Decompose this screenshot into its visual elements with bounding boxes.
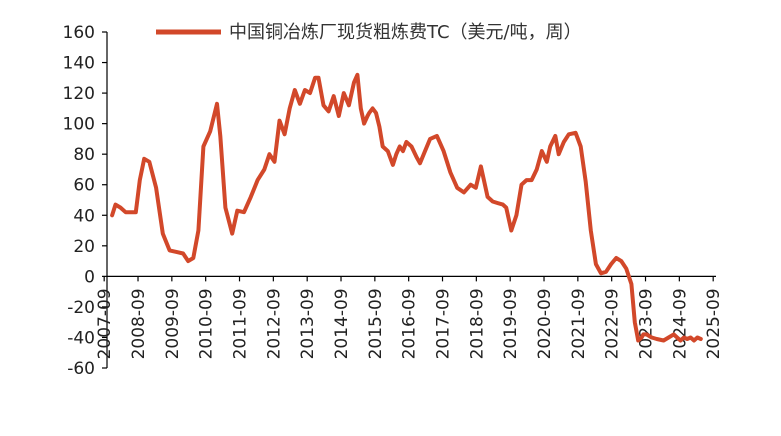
x-tick-label: 2009-09 (163, 288, 183, 359)
x-tick-label: 2019-09 (501, 288, 521, 359)
y-tick-label: 100 (63, 115, 95, 135)
x-tick-label: 2020-09 (535, 288, 555, 359)
legend-label: 中国铜冶炼厂现货粗炼费TC（美元/吨，周） (229, 22, 582, 43)
y-tick-label: 160 (63, 23, 95, 43)
legend: 中国铜冶炼厂现货粗炼费TC（美元/吨，周） (156, 22, 582, 43)
y-tick-label: 0 (84, 267, 95, 287)
x-tick-label: 2008-09 (129, 288, 149, 359)
x-tick-label: 2007-09 (95, 288, 115, 359)
x-tick-label: 2014-09 (332, 288, 352, 359)
series-layer (110, 72, 703, 343)
y-tick-label: -60 (67, 359, 95, 379)
y-tick-label: 140 (63, 54, 95, 74)
y-tick-label: 40 (73, 206, 95, 226)
x-axis: 2007-09 2008-09 2009-09 2010-09 2011-09 2012-… (95, 275, 724, 359)
y-tick-label: 20 (73, 237, 95, 257)
x-tick-label: 2023-09 (637, 288, 657, 359)
x-tick-label: 2018-09 (467, 288, 487, 359)
x-tick-label: 2024-09 (670, 288, 690, 359)
y-tick-label: -20 (67, 298, 95, 318)
x-tick-label: 2012-09 (264, 288, 284, 359)
series-line (110, 72, 703, 343)
x-tick-label: 2016-09 (400, 288, 420, 359)
x-tick-label: 2022-09 (603, 288, 623, 359)
x-tick-label: 2021-09 (569, 288, 589, 359)
y-tick-label: -40 (67, 328, 95, 348)
x-tick-label: 2010-09 (197, 288, 217, 359)
y-tick-label: 60 (73, 176, 95, 196)
y-axis: 160 140 120 100 80 60 40 20 0 -20 -40 -60 (63, 23, 108, 379)
x-tick-label: 2013-09 (298, 288, 318, 359)
x-tick-label: 2025-09 (704, 288, 724, 359)
y-tick-label: 80 (73, 145, 95, 165)
x-tick-label: 2017-09 (434, 288, 454, 359)
x-tick-label: 2015-09 (366, 288, 386, 359)
x-tick-label: 2011-09 (231, 288, 251, 359)
y-tick-label: 120 (63, 84, 95, 104)
